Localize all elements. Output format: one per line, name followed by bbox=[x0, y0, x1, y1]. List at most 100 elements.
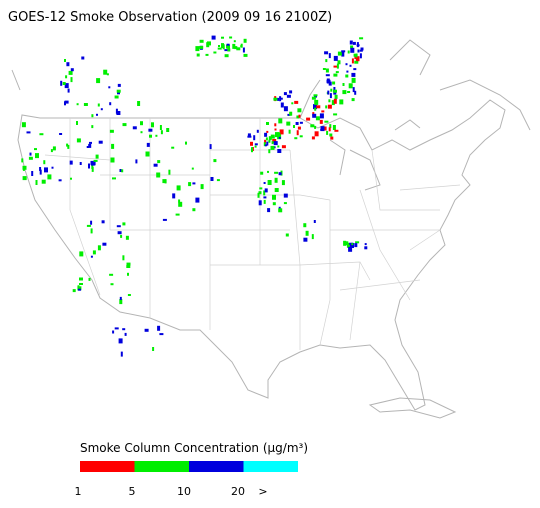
smoke-pixel bbox=[346, 70, 349, 73]
smoke-pixel bbox=[351, 77, 356, 83]
smoke-pixel bbox=[351, 243, 354, 246]
smoke-pixel bbox=[345, 63, 348, 66]
smoke-pixel bbox=[324, 51, 329, 55]
smoke-pixel bbox=[268, 149, 271, 154]
smoke-pixel bbox=[311, 96, 316, 100]
smoke-pixel bbox=[268, 139, 271, 143]
smoke-pixel bbox=[81, 56, 85, 60]
smoke-pixel bbox=[357, 49, 360, 53]
smoke-pixel bbox=[118, 338, 123, 344]
smoke-pixel bbox=[236, 47, 241, 51]
smoke-pixel bbox=[325, 105, 328, 109]
smoke-pixel bbox=[281, 180, 285, 186]
smoke-pixel bbox=[272, 139, 277, 143]
smoke-pixel bbox=[127, 294, 131, 296]
smoke-pixel bbox=[278, 208, 283, 213]
smoke-pixel bbox=[272, 202, 276, 206]
smoke-pixel bbox=[364, 246, 368, 250]
smoke-pixel bbox=[279, 96, 282, 102]
smoke-pixel bbox=[70, 177, 72, 180]
smoke-pixel bbox=[110, 157, 115, 163]
smoke-pixel bbox=[287, 113, 291, 116]
smoke-pixel bbox=[299, 121, 303, 124]
smoke-pixel bbox=[59, 133, 63, 135]
smoke-pixel bbox=[64, 101, 66, 106]
smoke-pixel bbox=[149, 134, 152, 138]
smoke-pixel bbox=[325, 59, 328, 63]
smoke-pixel bbox=[232, 43, 236, 49]
smoke-pixel bbox=[67, 88, 70, 93]
smoke-pixel bbox=[119, 169, 122, 172]
smoke-pixel bbox=[47, 174, 52, 180]
smoke-pixel bbox=[332, 81, 336, 85]
smoke-pixel bbox=[306, 117, 311, 121]
smoke-pixel bbox=[106, 73, 109, 76]
smoke-pixel bbox=[196, 53, 200, 57]
smoke-pixel bbox=[175, 213, 180, 216]
smoke-pixel bbox=[268, 136, 272, 141]
smoke-pixel bbox=[70, 77, 73, 83]
smoke-pixel bbox=[76, 121, 78, 125]
smoke-pixel bbox=[145, 151, 150, 157]
smoke-pixel bbox=[79, 283, 83, 285]
smoke-pixel bbox=[43, 160, 46, 165]
smoke-pixel bbox=[115, 108, 118, 114]
smoke-pixel bbox=[320, 128, 324, 131]
smoke-pixel bbox=[333, 113, 338, 116]
smoke-pixel bbox=[64, 59, 66, 62]
smoke-pixel bbox=[209, 144, 212, 150]
smoke-pixel bbox=[264, 188, 268, 193]
smoke-pixel bbox=[221, 43, 224, 49]
smoke-pixel bbox=[140, 121, 143, 126]
smoke-pixel bbox=[356, 44, 360, 47]
smoke-pixel bbox=[109, 102, 112, 106]
smoke-pixel bbox=[51, 166, 54, 169]
smoke-pixel bbox=[168, 169, 171, 175]
smoke-pixel bbox=[117, 231, 122, 235]
smoke-pixel bbox=[112, 330, 115, 334]
smoke-pixel bbox=[303, 237, 308, 242]
smoke-pixel bbox=[243, 38, 247, 43]
coastline bbox=[17, 99, 506, 411]
smoke-pixel bbox=[21, 122, 26, 128]
smoke-pixel bbox=[291, 102, 294, 105]
smoke-pixel bbox=[266, 130, 269, 133]
smoke-pixel bbox=[218, 45, 220, 47]
smoke-pixel bbox=[312, 113, 317, 118]
smoke-pixel bbox=[333, 87, 336, 91]
smoke-pixel bbox=[350, 45, 354, 49]
smoke-pixel bbox=[333, 55, 338, 61]
smoke-pixel bbox=[313, 94, 318, 97]
smoke-pixel bbox=[321, 110, 325, 113]
smoke-pixel bbox=[121, 169, 124, 173]
smoke-pixel bbox=[364, 243, 367, 246]
smoke-pixel bbox=[331, 100, 335, 106]
smoke-pixel bbox=[266, 122, 269, 125]
smoke-pixel bbox=[259, 187, 263, 190]
smoke-pixel bbox=[122, 255, 125, 261]
smoke-pixel bbox=[263, 182, 266, 184]
smoke-pixel bbox=[332, 125, 336, 130]
smoke-pixel bbox=[213, 159, 217, 163]
legend-tick-label: 1 bbox=[75, 485, 82, 498]
smoke-pixel bbox=[65, 75, 68, 79]
smoke-pixel bbox=[97, 103, 100, 107]
smoke-pixel bbox=[296, 130, 299, 136]
smoke-pixel bbox=[205, 53, 209, 56]
smoke-pixel bbox=[354, 60, 359, 64]
smoke-pixel bbox=[132, 126, 137, 130]
smoke-pixel bbox=[26, 131, 31, 134]
smoke-pixel bbox=[152, 347, 155, 351]
smoke-pixel bbox=[91, 166, 94, 172]
smoke-pixel bbox=[86, 146, 89, 148]
smoke-pixel bbox=[109, 129, 114, 133]
smoke-pixel bbox=[283, 193, 288, 198]
smoke-pixel bbox=[299, 135, 303, 138]
smoke-pixel bbox=[86, 224, 91, 227]
smoke-pixel bbox=[325, 74, 330, 77]
smoke-pixel bbox=[360, 47, 364, 51]
smoke-pixel bbox=[91, 164, 94, 169]
smoke-pixel bbox=[172, 193, 176, 199]
smoke-pixel bbox=[253, 135, 256, 141]
smoke-layer bbox=[21, 35, 368, 357]
